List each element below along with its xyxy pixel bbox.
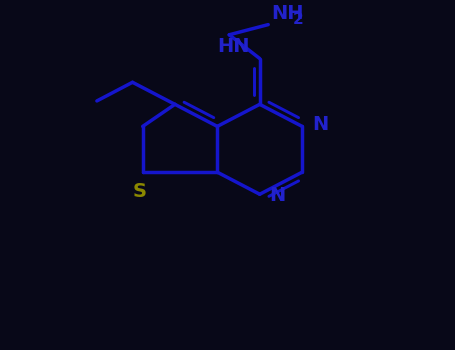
Text: N: N: [312, 115, 329, 134]
Text: S: S: [132, 182, 147, 201]
Text: N: N: [269, 187, 285, 205]
Text: NH: NH: [272, 4, 304, 23]
Text: 2: 2: [293, 12, 303, 27]
Text: HN: HN: [218, 37, 250, 56]
